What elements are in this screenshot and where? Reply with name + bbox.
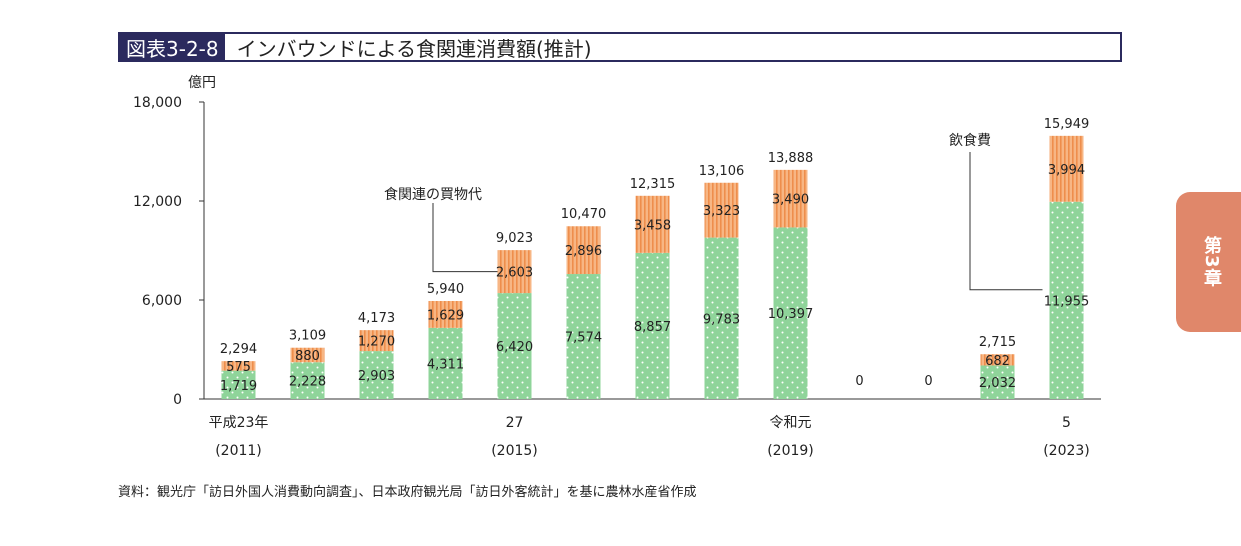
- bar-segment-series-0: [221, 370, 256, 399]
- bar-segment-series-0: [773, 227, 808, 399]
- data-label-series-1: 3,458: [634, 218, 671, 233]
- total-label: 15,949: [1044, 117, 1090, 132]
- bar-segment-series-1: [1049, 135, 1084, 202]
- y-tick-label: 6,000: [142, 293, 182, 309]
- bar-segment-series-1: [428, 300, 463, 328]
- bar-segment-series-1: [221, 361, 256, 371]
- bar-segment-series-1: [566, 226, 601, 275]
- total-label: 13,888: [768, 151, 814, 166]
- data-label-series-0: 4,311: [427, 357, 464, 372]
- bar-segment-series-0: [359, 351, 394, 399]
- data-label-series-1: 3,323: [703, 204, 740, 219]
- x-tick-label: 令和元: [770, 415, 812, 431]
- data-label-series-1: 2,896: [565, 244, 602, 259]
- data-label-series-0: 10,397: [768, 307, 814, 322]
- bar-segment-series-0: [635, 252, 670, 399]
- chapter-tab[interactable]: 第3章: [1176, 192, 1241, 332]
- total-label: 9,023: [496, 231, 533, 246]
- x-tick-label-year: (2011): [215, 443, 262, 459]
- callout-label-dining: 飲食費: [949, 132, 991, 149]
- source-note: 資料：観光庁「訪日外国人消費動向調査」、日本政府観光局「訪日外客統計」を基に農林…: [118, 485, 697, 500]
- x-tick-label-year: (2023): [1043, 443, 1090, 459]
- total-label: 3,109: [289, 329, 326, 344]
- total-label: 4,173: [358, 311, 395, 326]
- data-label-series-0: 11,955: [1044, 294, 1090, 309]
- x-tick-label-year: (2019): [767, 443, 814, 459]
- data-label-series-1: 575: [226, 360, 251, 375]
- x-tick-label: 27: [506, 415, 524, 431]
- bar-segment-series-0: [566, 274, 601, 399]
- data-label-series-0: 1,719: [220, 379, 257, 394]
- callout-line-shopping: [432, 203, 498, 273]
- chapter-tab-label: 第3章: [1201, 236, 1222, 288]
- figure-title-box: 図表3-2-8 インバウンドによる食関連消費額(推計): [118, 32, 1122, 62]
- data-label-series-0: 6,420: [496, 340, 533, 355]
- data-label-series-1: 1,270: [358, 335, 395, 350]
- bar-segment-series-1: [497, 250, 532, 294]
- bar-segment-series-0: [980, 365, 1015, 399]
- callout-line-dining: [969, 152, 1043, 291]
- total-label: 2,715: [979, 335, 1016, 350]
- bar-segment-series-1: [635, 195, 670, 253]
- figure-title: インバウンドによる食関連消費額(推計): [236, 36, 592, 61]
- data-label-series-1: 880: [295, 349, 320, 364]
- data-label-series-0: 8,857: [634, 320, 671, 335]
- y-tick-label: 18,000: [133, 95, 182, 111]
- x-tick-label-year: (2015): [491, 443, 538, 459]
- total-label: 0: [855, 374, 863, 389]
- data-label-series-0: 2,903: [358, 369, 395, 384]
- x-tick-label: 5: [1062, 415, 1071, 431]
- data-label-series-0: 7,574: [565, 331, 602, 346]
- data-label-series-1: 3,994: [1048, 163, 1085, 178]
- total-label: 0: [924, 374, 932, 389]
- data-label-series-1: 3,490: [772, 193, 809, 208]
- bar-segment-series-0: [290, 362, 325, 399]
- total-label: 2,294: [220, 342, 257, 357]
- bar-segment-series-1: [359, 330, 394, 352]
- bar-segment-series-0: [497, 293, 532, 399]
- y-tick-label: 0: [173, 392, 182, 408]
- x-tick-label: 平成23年: [209, 415, 269, 431]
- bar-segment-series-1: [704, 182, 739, 238]
- bar-segment-series-1: [290, 347, 325, 363]
- total-label: 12,315: [630, 177, 676, 192]
- data-label-series-0: 2,032: [979, 376, 1016, 391]
- bar-segment-series-0: [704, 237, 739, 399]
- total-label: 10,470: [561, 207, 607, 222]
- data-label-series-1: 2,603: [496, 266, 533, 281]
- data-label-series-1: 682: [985, 354, 1010, 369]
- data-label-series-0: 2,228: [289, 375, 326, 390]
- data-label-series-1: 1,629: [427, 308, 464, 323]
- bar-segment-series-1: [980, 354, 1015, 366]
- callout-label-shopping: 食関連の買物代: [384, 186, 482, 203]
- y-axis-label: 億円: [188, 75, 216, 91]
- figure-id: 図表3-2-8: [120, 34, 225, 61]
- data-label-series-0: 9,783: [703, 312, 740, 327]
- total-label: 13,106: [699, 164, 745, 179]
- y-tick-label: 12,000: [133, 194, 182, 210]
- total-label: 5,940: [427, 282, 464, 297]
- bar-segment-series-0: [1049, 201, 1084, 399]
- bar-segment-series-1: [773, 169, 808, 228]
- bar-segment-series-0: [428, 327, 463, 399]
